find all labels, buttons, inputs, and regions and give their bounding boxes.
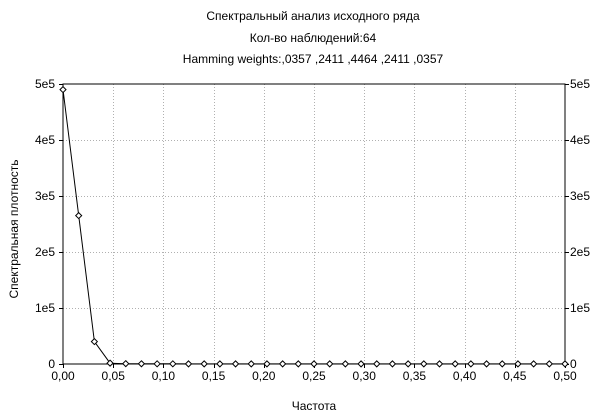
y-axis-label: Спектральная плотность <box>7 159 21 298</box>
data-point <box>137 360 146 368</box>
data-point <box>514 360 522 368</box>
y-tick-label-left: 2e5 <box>35 245 55 259</box>
data-point <box>451 360 459 368</box>
y-tick-label-right: 1e5 <box>570 301 590 315</box>
series-line <box>62 89 565 365</box>
x-tick-label: 0,30 <box>353 369 377 383</box>
y-tick-label-right: 2e5 <box>570 245 590 259</box>
data-point <box>90 337 99 346</box>
data-point <box>404 360 412 368</box>
data-point <box>388 360 397 368</box>
data-point <box>247 360 255 368</box>
data-point <box>153 360 161 368</box>
x-tick-label: 0,00 <box>51 369 75 383</box>
x-tick-label: 0,15 <box>202 369 226 383</box>
x-tick-label: 0,25 <box>302 369 326 383</box>
y-tick-label-left: 4e5 <box>35 133 55 147</box>
data-point <box>561 360 569 368</box>
y-tick-label-left: 0 <box>48 357 55 371</box>
chart-title: Спектральный анализ исходного ряда <box>206 9 420 23</box>
data-point <box>263 360 271 368</box>
data-point <box>482 360 491 368</box>
data-point <box>373 360 381 368</box>
x-tick-label: 0,20 <box>252 369 276 383</box>
x-tick-label: 0,05 <box>102 369 126 383</box>
y-tick-label-right: 3e5 <box>570 189 590 203</box>
x-tick-label: 0,45 <box>503 369 527 383</box>
y-tick-label-right: 5e5 <box>570 77 590 91</box>
x-tick-label: 0,10 <box>152 369 176 383</box>
y-tick-label-right: 4e5 <box>570 133 590 147</box>
data-point <box>278 360 287 368</box>
data-point <box>294 360 303 368</box>
data-point <box>435 360 444 368</box>
data-point <box>59 85 67 94</box>
data-point <box>420 360 428 368</box>
ticks: 0,00 0,05 0,10 0,15 0,20 0,25 0,30 0,35 0,40 0,45… <box>35 77 590 383</box>
data-point <box>498 360 506 368</box>
data-point <box>545 360 554 368</box>
data-point <box>200 360 208 368</box>
data-point <box>169 360 177 368</box>
grid <box>63 84 565 364</box>
x-tick-label: 0,35 <box>403 369 427 383</box>
x-tick-label: 0,40 <box>453 369 477 383</box>
series <box>59 85 569 368</box>
chart-subtitle-weights: Hamming weights:,0357 ,2411 ,4464 ,2411 … <box>182 52 444 66</box>
data-point <box>341 360 350 368</box>
data-point <box>310 360 318 368</box>
data-point <box>184 360 193 368</box>
data-point <box>216 360 224 368</box>
data-point <box>74 211 83 220</box>
data-point <box>325 360 334 368</box>
chart-subtitle-observations: Кол-во наблюдений:64 <box>249 31 377 45</box>
y-tick-label-left: 5e5 <box>35 77 55 91</box>
x-axis-label: Частота <box>292 399 337 413</box>
data-point <box>467 360 475 368</box>
y-tick-label-right: 0 <box>570 357 577 371</box>
data-point <box>106 359 114 367</box>
data-point <box>357 360 365 368</box>
y-tick-label-left: 3e5 <box>35 189 55 203</box>
data-point <box>122 359 130 368</box>
y-tick-label-left: 1e5 <box>35 301 55 315</box>
data-point <box>231 360 240 368</box>
data-point <box>529 360 538 368</box>
x-tick-label: 0,50 <box>553 369 577 383</box>
